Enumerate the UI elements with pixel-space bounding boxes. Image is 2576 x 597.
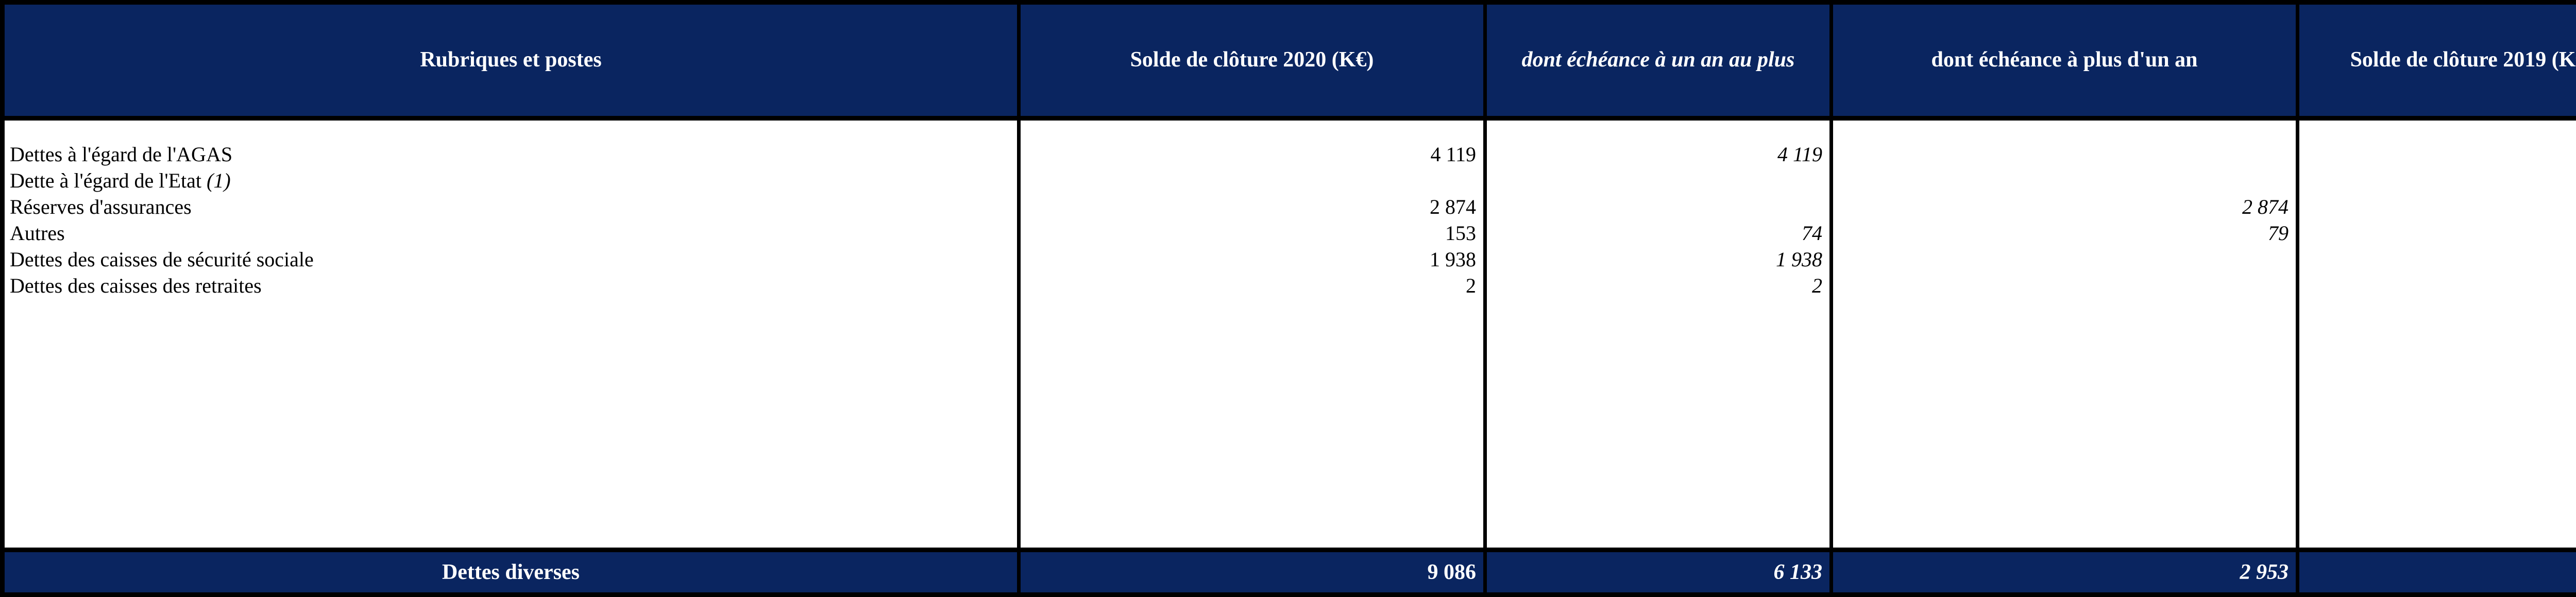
cell-value: 153 [1445, 221, 1476, 245]
table-body: Dettes à l'égard de l'AGAS Dette à l'éga… [0, 118, 2576, 597]
total-solde-2019: 7 867 [2296, 548, 2576, 597]
cell-value [1487, 194, 1822, 220]
cell-value: 79 [2268, 221, 2289, 245]
table-data-block: Dettes à l'égard de l'AGAS Dette à l'éga… [0, 118, 2576, 550]
row-label: Autres [10, 220, 1017, 246]
cell-value: 2 874 [1430, 195, 1476, 218]
column-cells-solde-2020: 4 119 2 874 153 1 938 2 [1019, 118, 1487, 550]
cell-value: 4 119 [1777, 143, 1822, 166]
cell-value [1487, 167, 1822, 194]
column-header-solde-2020: Solde de clôture 2020 (K€) [1017, 0, 1487, 121]
cell-value: 74 [1802, 221, 1822, 245]
column-header-echeance-plus-un-an: dont échéance à plus d'un an [1829, 0, 2299, 121]
column-cells-echeance-un-an: 4 119 74 1 938 2 [1485, 118, 1833, 550]
cell-value: 5 [2299, 272, 2576, 299]
cell-value [1833, 246, 2289, 272]
column-header-echeance-un-an: dont échéance à un an au plus [1483, 0, 1833, 121]
cell-value: 2 917 [2299, 194, 2576, 220]
row-label: Réserves d'assurances [10, 194, 1017, 220]
total-echeance-plus-un-an: 2 953 [1829, 548, 2299, 597]
cell-value: 2 874 [2242, 195, 2289, 218]
row-label-text: Autres [10, 221, 65, 245]
cell-value: 1 938 [1776, 248, 1822, 271]
row-label-note: (1) [207, 169, 231, 192]
cell-value: 753 [2299, 246, 2576, 272]
row-label-text: Réserves d'assurances [10, 195, 192, 218]
column-cells-solde-2019: 4 054 11 2 917 127 753 5 [2297, 118, 2576, 550]
cell-value: 4 054 [2299, 141, 2576, 167]
column-cells-echeance-plus-un-an: 2 874 79 [1831, 118, 2299, 550]
row-label-text: Dette à l'égard de l'Etat [10, 169, 207, 192]
cell-value: 11 [2299, 167, 2576, 194]
cell-value [1833, 272, 2289, 299]
cell-value: 1 938 [1430, 248, 1476, 271]
row-label: Dettes des caisses de sécurité sociale [10, 246, 1017, 272]
cell-value: 4 119 [1430, 143, 1476, 166]
header-row: Rubriques et postes Solde de clôture 202… [0, 0, 2576, 121]
row-label: Dette à l'égard de l'Etat (1) [10, 167, 1017, 194]
row-label-text: Dettes des caisses de sécurité sociale [10, 248, 314, 271]
total-row: Dettes diverses 9 086 6 133 2 953 7 867 … [0, 548, 2576, 597]
table-header: Rubriques et postes Solde de clôture 202… [0, 0, 2576, 121]
row-label: Dettes des caisses des retraites [10, 272, 1017, 299]
total-solde-2020: 9 086 [1017, 548, 1487, 597]
cell-value [1833, 141, 2289, 167]
cell-value: 127 [2299, 220, 2576, 246]
column-cells-rubriques: Dettes à l'égard de l'AGAS Dette à l'éga… [0, 118, 1021, 550]
row-label-text: Dettes à l'égard de l'AGAS [10, 143, 233, 166]
cell-value: 2 [1466, 274, 1476, 297]
column-header-rubriques: Rubriques et postes [0, 0, 1021, 121]
cell-value [1021, 167, 1476, 194]
row-label-text: Dettes des caisses des retraites [10, 274, 262, 297]
cell-value [1833, 167, 2289, 194]
row-label: Dettes à l'égard de l'AGAS [10, 141, 1017, 167]
total-echeance-un-an: 6 133 [1483, 548, 1833, 597]
column-header-solde-2019: Solde de clôture 2019 (K€) [2296, 0, 2576, 121]
cell-value: 2 [1812, 274, 1822, 297]
total-label: Dettes diverses [0, 548, 1021, 597]
